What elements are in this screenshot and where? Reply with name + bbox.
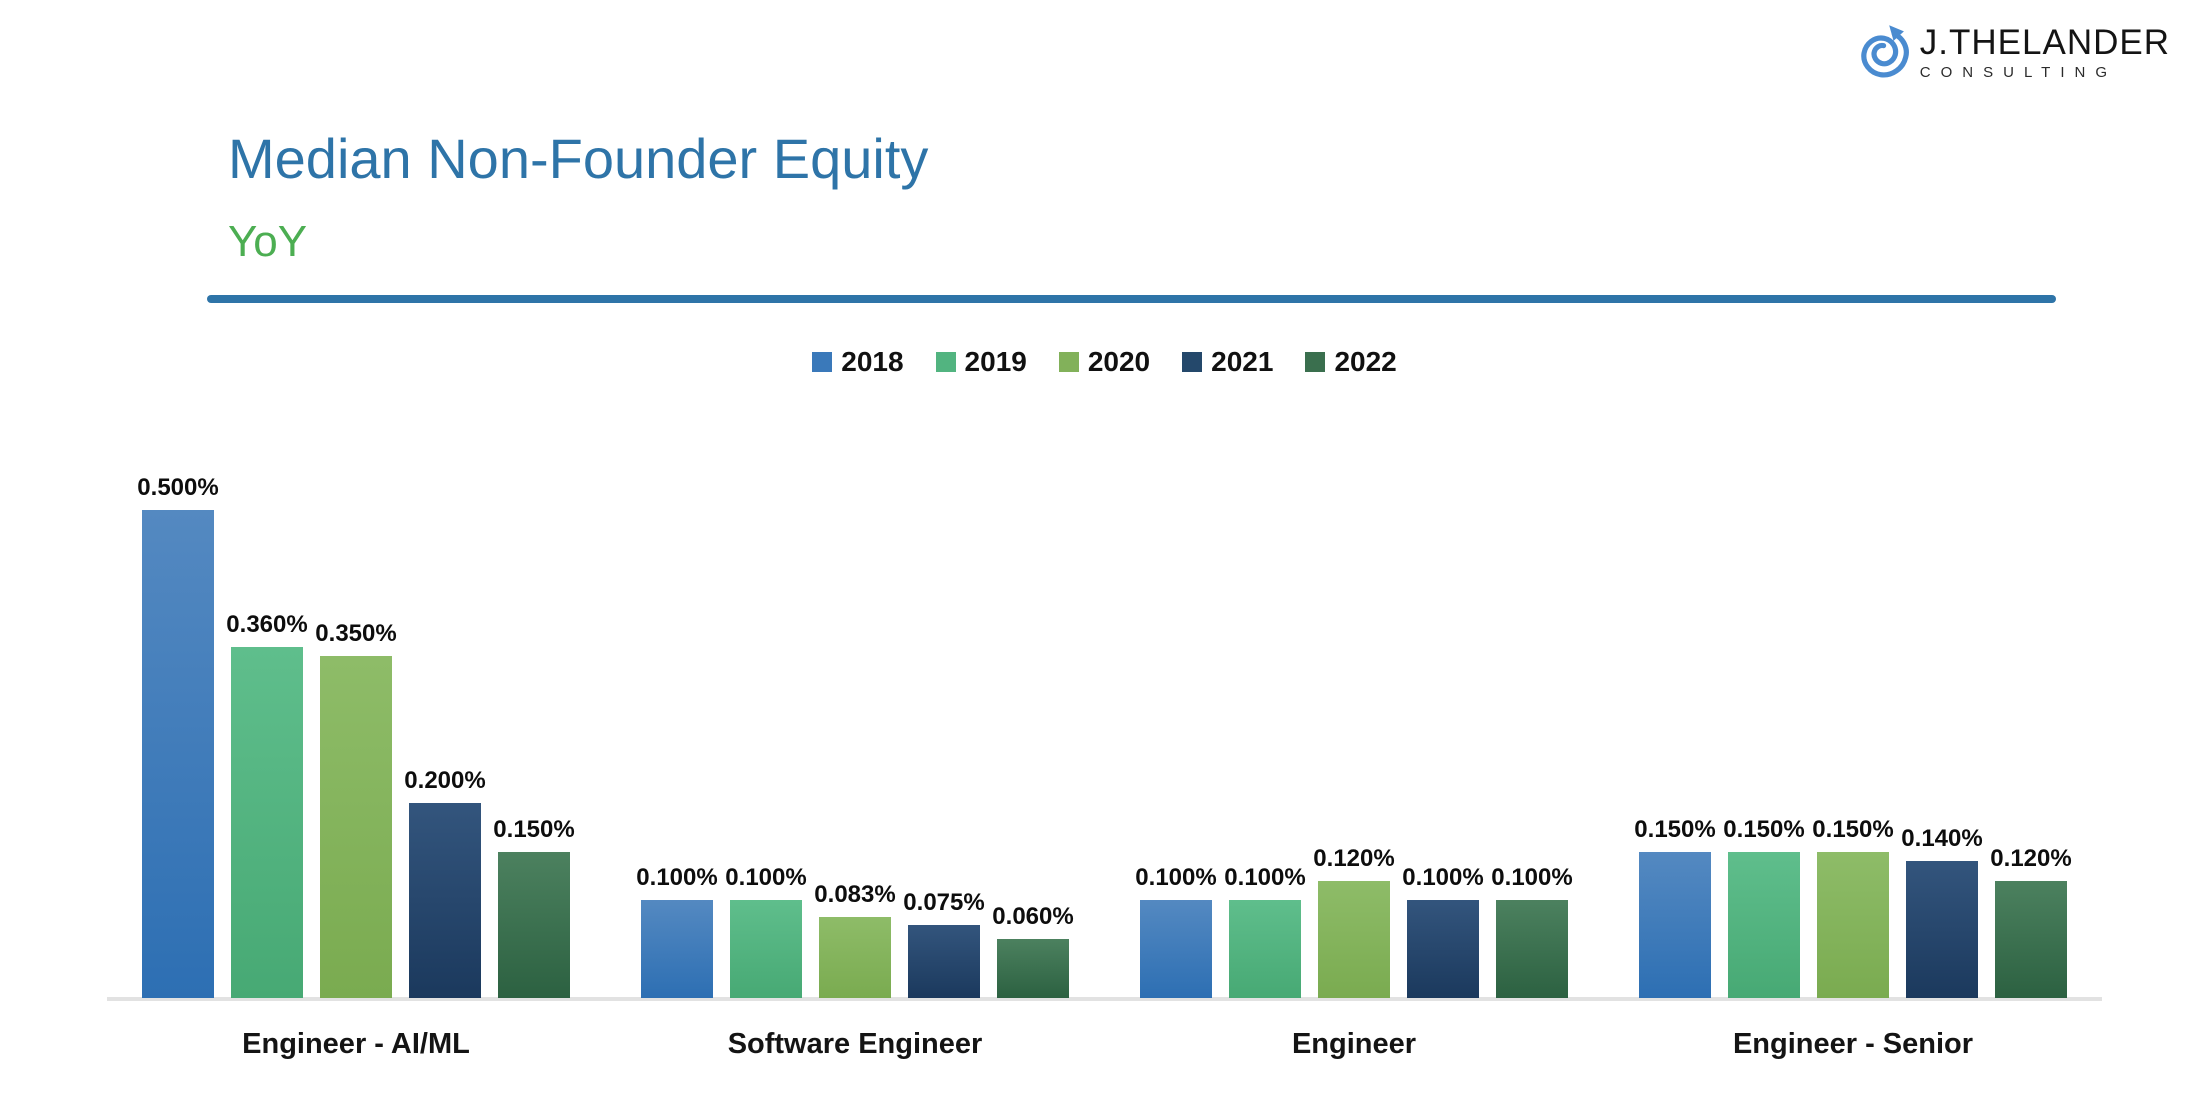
legend-swatch-icon — [1058, 352, 1079, 372]
bar-value-label: 0.350% — [315, 620, 397, 647]
legend-item-2021: 2021 — [1182, 346, 1273, 378]
category-label: Engineer - AI/ML — [242, 1028, 470, 1060]
legend-item-2018: 2018 — [812, 346, 904, 378]
bar-2022 — [1995, 881, 2067, 998]
bar-2018 — [1639, 852, 1711, 998]
bar-value-label: 0.200% — [404, 767, 486, 794]
brand-name: J.THELANDER — [1919, 22, 2170, 62]
bar-2019 — [1728, 852, 1800, 998]
bar-2018 — [142, 510, 214, 998]
bar-2021 — [1407, 900, 1479, 998]
bar-2022 — [498, 852, 570, 998]
bar-value-label: 0.500% — [137, 474, 219, 501]
bar-value-label: 0.100% — [1402, 864, 1484, 891]
bar-value-label: 0.100% — [636, 864, 718, 891]
bar-2019 — [1229, 900, 1301, 998]
category-label: Software Engineer — [727, 1028, 983, 1060]
bar-2022 — [1496, 900, 1568, 998]
brand-text: J.THELANDER CONSULTING — [1919, 22, 2170, 82]
bar-value-label: 0.075% — [903, 889, 985, 916]
legend-swatch-icon — [935, 352, 956, 372]
legend-swatch-icon — [1305, 352, 1326, 372]
bar-2018 — [641, 900, 713, 998]
bar-value-label: 0.083% — [814, 881, 896, 908]
bar-value-label: 0.120% — [1990, 845, 2072, 872]
bar-value-label: 0.060% — [992, 903, 1074, 930]
bar-value-label: 0.100% — [1135, 864, 1217, 891]
bar-value-label: 0.120% — [1313, 845, 1395, 872]
page-subtitle: YoY — [228, 217, 308, 266]
legend-item-2019: 2019 — [935, 346, 1027, 378]
legend-label: 2020 — [1087, 346, 1151, 377]
bar-2019 — [730, 900, 802, 998]
legend-label: 2022 — [1334, 346, 1397, 377]
bar-2021 — [908, 925, 980, 998]
bar-2022 — [997, 939, 1069, 998]
legend-label: 2018 — [841, 346, 904, 377]
bar-2018 — [1140, 900, 1212, 998]
title-divider — [207, 295, 2056, 303]
legend-item-2020: 2020 — [1058, 346, 1151, 378]
bar-2021 — [1906, 861, 1978, 998]
category-label: Engineer — [1291, 1028, 1417, 1060]
legend-swatch-icon — [812, 352, 833, 372]
bar-value-label: 0.150% — [1723, 816, 1805, 843]
brand-logo: J.THELANDER CONSULTING — [1858, 22, 2170, 84]
page-title: Median Non-Founder Equity — [228, 127, 929, 190]
bar-2020 — [819, 917, 891, 998]
legend-label: 2021 — [1211, 346, 1274, 377]
bar-2020 — [1817, 852, 1889, 998]
bar-value-label: 0.100% — [1224, 864, 1306, 891]
legend-label: 2019 — [964, 346, 1027, 377]
bar-2020 — [1318, 881, 1390, 998]
bar-value-label: 0.100% — [725, 864, 807, 891]
bar-2020 — [320, 656, 392, 998]
bar-value-label: 0.100% — [1491, 864, 1573, 891]
bar-2019 — [231, 647, 303, 998]
bar-value-label: 0.360% — [226, 611, 308, 638]
bar-2021 — [409, 803, 481, 998]
bar-value-label: 0.150% — [493, 816, 575, 843]
brand-subname: CONSULTING — [1919, 64, 2118, 82]
bar-value-label: 0.150% — [1634, 816, 1716, 843]
legend-item-2022: 2022 — [1305, 346, 1397, 378]
spiral-arrow-icon — [1861, 25, 1909, 78]
legend-swatch-icon — [1182, 352, 1203, 372]
bar-value-label: 0.150% — [1812, 816, 1894, 843]
bar-value-label: 0.140% — [1901, 825, 1983, 852]
x-axis-line — [107, 997, 2102, 1001]
category-label: Engineer - Senior — [1732, 1028, 1974, 1060]
chart-legend: 2018 2019 2020 2021 2022 — [107, 340, 2102, 384]
